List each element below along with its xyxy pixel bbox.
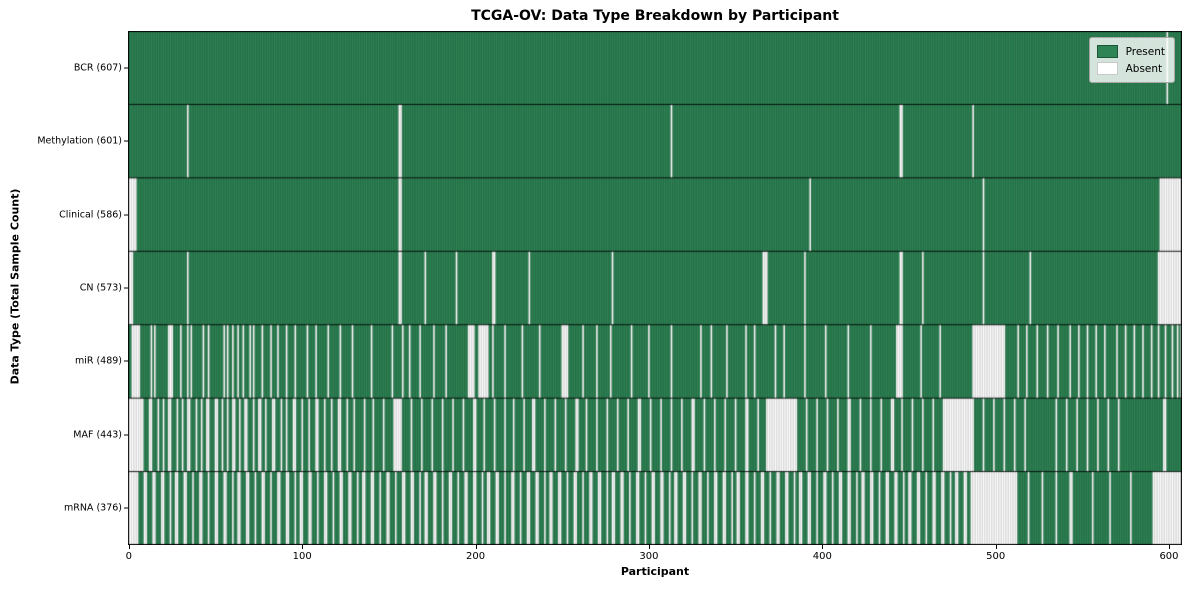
x-tick-mark xyxy=(995,545,997,549)
chart-title: TCGA-OV: Data Type Breakdown by Particip… xyxy=(471,8,839,24)
x-tick-mark xyxy=(1168,545,1170,549)
y-tick-mark xyxy=(124,214,128,216)
legend-label-present: Present xyxy=(1125,45,1165,58)
y-tick-label-mir: miR (489) xyxy=(74,355,122,367)
y-tick-label-bcr: BCR (607) xyxy=(73,62,122,74)
y-tick-label-mrna: mRNA (376) xyxy=(63,502,122,514)
legend-label-absent: Absent xyxy=(1125,62,1163,75)
legend-item-absent: Absent xyxy=(1096,60,1165,77)
y-tick-label-cn: CN (573) xyxy=(79,282,122,294)
x-axis-label: Participant xyxy=(620,565,690,578)
x-tick-label-300: 300 xyxy=(639,551,659,562)
y-tick-label-methylation: Methylation (601) xyxy=(37,135,122,147)
presence-matrix-canvas xyxy=(128,31,1182,545)
y-tick-mark xyxy=(124,507,128,509)
x-tick-mark xyxy=(302,545,304,549)
y-tick-mark xyxy=(124,287,128,289)
x-tick-mark xyxy=(648,545,650,549)
x-tick-label-100: 100 xyxy=(292,551,312,562)
x-tick-label-200: 200 xyxy=(466,551,486,562)
y-axis-label: Data Type (Total Sample Count) xyxy=(8,188,22,385)
present-swatch xyxy=(1096,45,1118,58)
y-tick-mark xyxy=(124,434,128,436)
plot-area xyxy=(128,31,1182,545)
x-tick-label-500: 500 xyxy=(986,551,1006,562)
y-tick-mark xyxy=(124,140,128,142)
x-tick-label-0: 0 xyxy=(125,551,133,562)
absent-swatch xyxy=(1096,62,1118,75)
x-tick-mark xyxy=(128,545,130,549)
x-tick-label-600: 600 xyxy=(1159,551,1179,562)
x-tick-label-400: 400 xyxy=(812,551,832,562)
x-tick-mark xyxy=(822,545,824,549)
legend-item-present: Present xyxy=(1096,43,1165,60)
x-tick-mark xyxy=(475,545,477,549)
y-tick-label-maf: MAF (443) xyxy=(73,429,122,441)
legend: Present Absent xyxy=(1088,37,1175,83)
y-tick-mark xyxy=(124,360,128,362)
y-tick-mark xyxy=(124,67,128,69)
y-tick-label-clinical: Clinical (586) xyxy=(59,209,122,221)
